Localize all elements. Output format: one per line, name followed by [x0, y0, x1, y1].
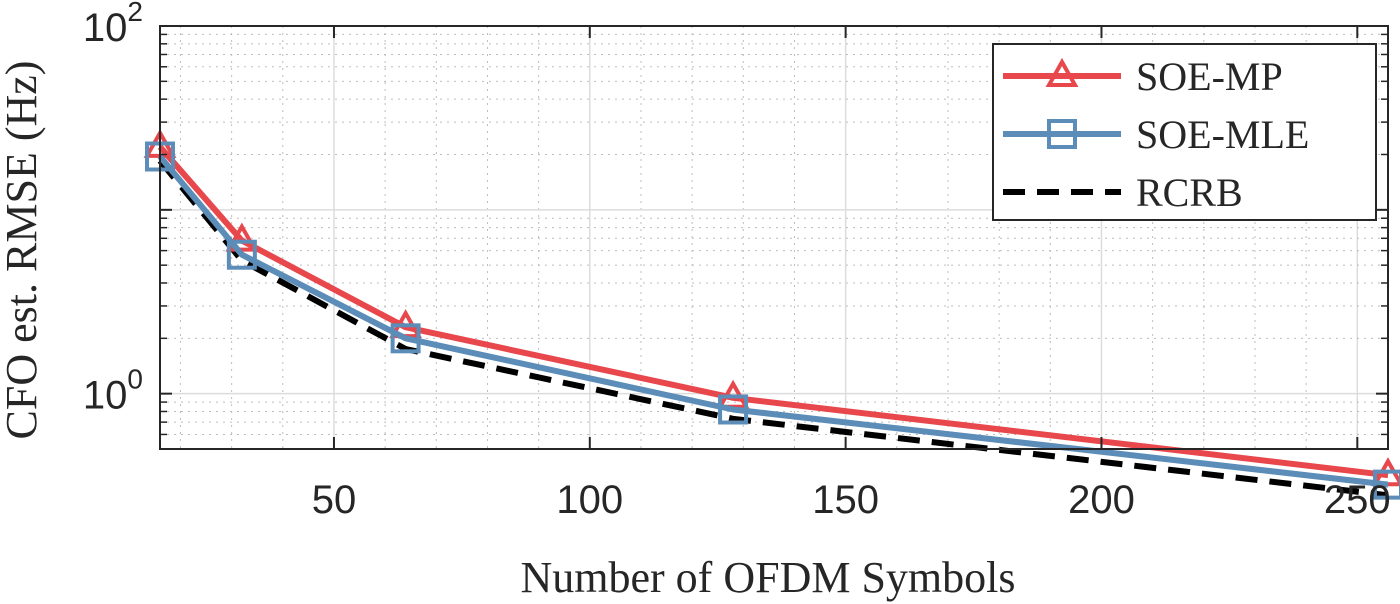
legend: SOE-MP SOE-MLE RCRB	[993, 44, 1376, 220]
legend-entry-label: SOE-MLE	[1136, 112, 1309, 157]
legend-entry-label: SOE-MP	[1136, 54, 1283, 99]
legend-entry-label: RCRB	[1136, 170, 1243, 215]
y-tick-label: 100	[83, 364, 143, 418]
x-tick-label: 250	[1324, 478, 1391, 522]
x-tick-label: 150	[812, 478, 879, 522]
x-axis-label: Number of OFDM Symbols	[520, 553, 1015, 602]
y-tick-label: 102	[83, 0, 143, 50]
x-tick-label: 50	[312, 478, 357, 522]
x-tick-label: 100	[556, 478, 623, 522]
y-axis-label: CFO est. RMSE (Hz)	[0, 61, 46, 440]
x-tick-label: 200	[1068, 478, 1135, 522]
